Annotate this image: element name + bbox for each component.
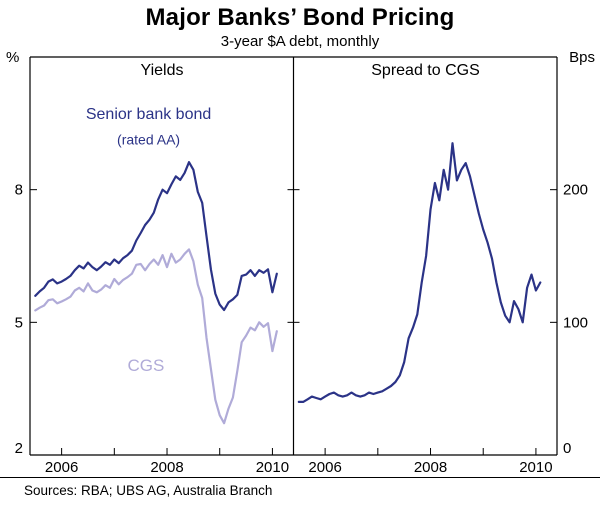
series-annotation: (rated AA) xyxy=(117,132,180,148)
x-tick-label: 2008 xyxy=(414,459,447,476)
x-tick-label: 2010 xyxy=(519,459,552,476)
series-line xyxy=(34,161,278,312)
series-annotation: Senior bank bond xyxy=(86,106,211,123)
y-tick-label: 5 xyxy=(15,314,23,331)
x-tick-label: 2008 xyxy=(150,459,183,476)
x-tick-label: 2010 xyxy=(256,459,289,476)
footer-divider xyxy=(0,477,600,478)
x-tick-label: 2006 xyxy=(308,459,341,476)
panel-title-spread: Spread to CGS xyxy=(371,62,480,79)
series-line xyxy=(34,248,278,425)
chart-subtitle: 3-year $A debt, monthly xyxy=(220,33,380,50)
series-annotation: CGS xyxy=(128,356,165,375)
y-tick-label: 8 xyxy=(15,182,23,199)
y-tick-label: 100 xyxy=(563,314,588,331)
sources-note: Sources: RBA; UBS AG, Australia Branch xyxy=(24,483,273,498)
chart-title: Major Banks’ Bond Pricing xyxy=(145,4,455,31)
left-axis-unit: % xyxy=(6,49,20,66)
y-tick-label: 200 xyxy=(563,182,588,199)
y-tick-label: 2 xyxy=(15,440,23,457)
x-tick-label: 2006 xyxy=(45,459,78,476)
y-tick-label: 0 xyxy=(563,440,571,457)
series-line xyxy=(297,142,542,403)
panel-title-yields: Yields xyxy=(140,62,184,79)
right-axis-unit: Bps xyxy=(569,49,595,66)
